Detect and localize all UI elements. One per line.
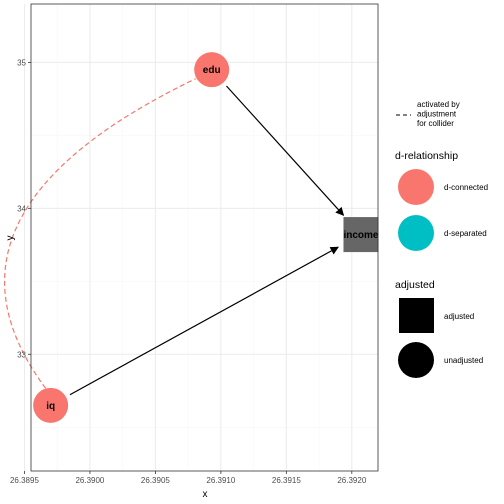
legend-d-connected-key [398,169,434,205]
node-label-income: income [343,230,378,241]
y-tick-label: 34 [17,204,26,213]
edges-layer [3,78,345,396]
y-axis-title: y [5,236,16,241]
x-tick-label: 26.3920 [337,476,366,485]
legend-d-relationship: d-relationship d-connected d-separated [395,150,488,251]
node-iq [33,387,69,423]
x-tick-label: 26.3905 [141,476,170,485]
x-tick-label: 26.3910 [206,476,235,485]
x-tick-label: 26.3915 [272,476,301,485]
x-tick-label: 26.3900 [75,476,104,485]
node-label-edu: edu [203,65,221,76]
legend-unadjusted-label: unadjusted [444,356,483,365]
legend-adjusted-label: adjusted [444,312,474,321]
legend-d-separated-label: d-separated [444,229,487,238]
edge-iq-edu-collider [3,78,196,389]
legend-adjusted: adjusted adjusted unadjusted [395,279,483,378]
edge-edu-to-income [226,85,345,216]
nodes-layer: edu iq income [33,52,379,423]
legend: activated by adjustment for collider d-rel… [395,100,488,378]
edge-iq-to-income [69,246,339,396]
y-tick-label: 35 [17,58,26,67]
legend-unadjusted-key [398,342,434,378]
legend-d-separated-key [398,215,434,251]
legend-linetype-label: activated by adjustment for collider [417,100,460,128]
x-axis-title: x [203,489,208,500]
legend-d-relationship-title: d-relationship [395,150,458,162]
legend-adjusted-key [399,298,434,333]
node-income [343,217,379,253]
legend-d-connected-label: d-connected [444,183,488,192]
panel-border [30,3,379,472]
y-tick-label: 33 [17,350,26,359]
plot-panel: edu iq income [3,3,379,472]
legend-adjusted-title: adjusted [395,279,435,291]
legend-linetype: activated by adjustment for collider [396,100,460,128]
x-axis-ticks: 26.3895 26.3900 26.3905 26.3910 26.3915 26.39… [10,471,367,485]
node-edu [194,52,230,88]
node-label-iq: iq [46,401,55,412]
y-axis-ticks: 33 34 35 [17,58,31,359]
x-tick-label: 26.3895 [10,476,39,485]
